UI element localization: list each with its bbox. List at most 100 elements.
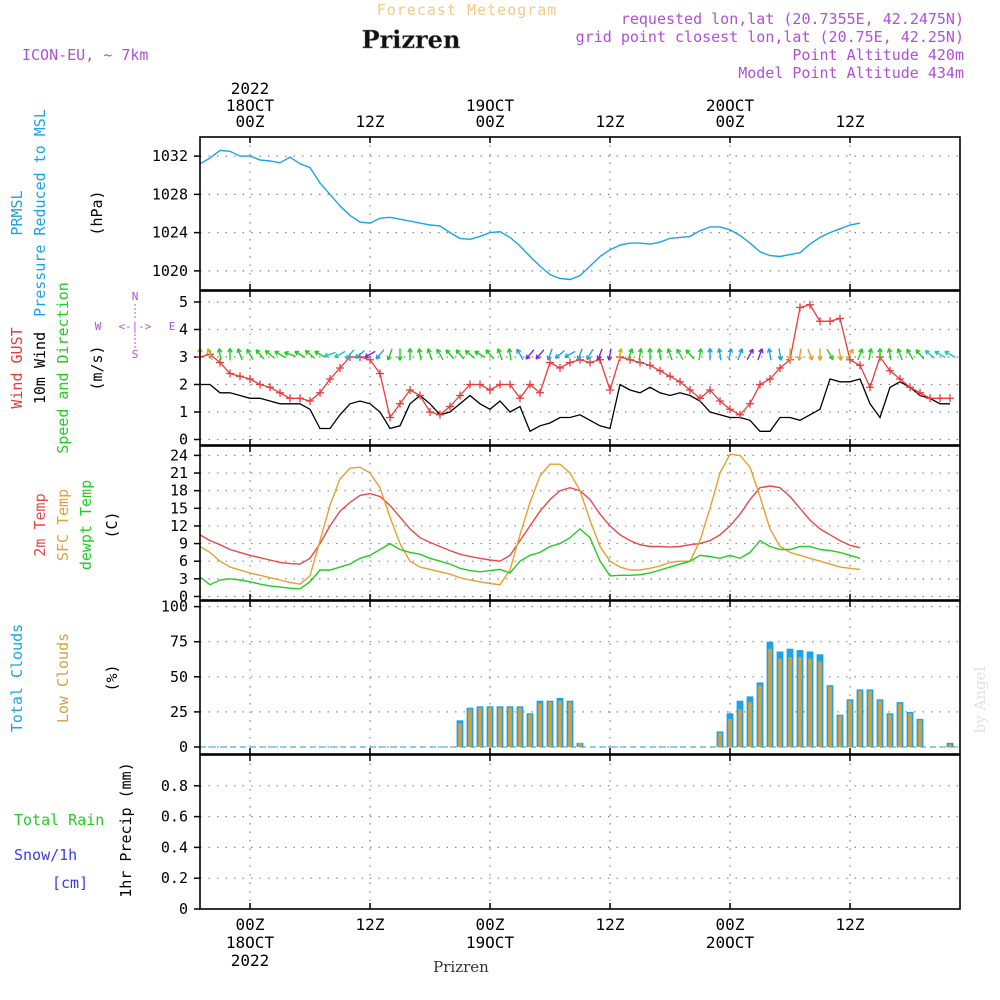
wind-direction-arrow [474,350,486,359]
wind-direction-arrow [627,348,634,361]
pressure-line [199,149,861,281]
gust-marker [586,358,594,367]
bottom-year-label: 2022 [231,951,270,970]
gust-marker [696,394,704,403]
low-clouds-bar [718,732,722,747]
gust-marker [936,394,944,403]
gust-marker [816,317,824,326]
gust-marker [896,375,904,383]
wind-direction-arrow [416,348,423,361]
wind-direction-arrow [817,348,823,361]
low-clouds-bar [838,716,842,747]
wind-direction-arrow [807,348,814,361]
wind-direction-arrow [485,349,495,360]
compass-south-label: S [132,348,139,361]
wind-direction-arrow [246,348,254,360]
gust-marker [716,397,724,405]
y-tick-label: 1 [179,403,188,421]
y-tick-label: 15 [170,499,188,517]
gust-marker [466,380,474,389]
watermark: by Angel [971,666,989,733]
gust-marker [756,380,764,389]
wind-direction-arrow [727,348,734,361]
wind-direction-arrow [255,349,265,360]
y-tick-label: 0.4 [161,838,188,856]
low-clouds-bar [558,700,562,747]
wind-direction-arrow [915,349,925,360]
gust-marker [226,369,234,378]
gust-marker [436,410,444,419]
y-tick-label: 3 [179,348,188,366]
low-clouds-bar [888,714,892,747]
gust-marker [926,394,934,403]
wind-direction-arrow [294,350,306,359]
panel-1: 1020 1024 1028 1032 [152,136,961,291]
gust-marker [216,358,224,367]
y-tick-label: 1032 [152,147,188,165]
wind-direction-arrow [867,348,874,361]
wind-direction-arrow [323,351,336,358]
gust-marker [746,399,754,408]
gust-marker [686,386,694,394]
bottom-day-label: 19OCT [466,933,515,952]
low-clouds-bar [758,685,762,747]
precip-unit-label: 1hr Precip (mm) [117,762,135,897]
wind-direction-arrow [697,348,704,361]
low-clouds-bar [748,702,752,747]
bottom-day-label: 20OCT [706,933,755,952]
y-tick-label: 75 [170,633,188,651]
top-day-label: 20OCT [706,96,755,115]
gust-marker [386,413,394,422]
low-clouds-bar [778,658,782,747]
compass-east-label: E [169,320,176,333]
wind-direction-arrow [227,348,233,361]
gust-marker [546,358,554,367]
bottom-hour-label: 00Z [716,915,745,934]
y-tick-label: 1024 [152,224,188,242]
low-clouds-bar [488,707,492,747]
wind-direction-arrow [314,350,326,359]
gust-marker [446,402,454,411]
bottom-hour-label: 12Z [596,915,625,934]
requested-coords: requested lon,lat (20.7355E, 42.2475N) [621,10,964,28]
top-hour-label: 12Z [356,112,385,131]
panel-frame [199,754,961,910]
gust-marker [506,380,514,389]
gust-marker [266,383,274,392]
wind-direction-arrow [716,348,723,361]
wind-direction-arrow [455,349,465,360]
panel-frame [199,600,961,755]
chart-title: Forecast Meteogram [377,1,558,19]
wind-direction-arrow [576,348,583,361]
low-clouds-bar [908,713,912,747]
low-clouds-bar [518,707,522,747]
low-clouds-bar [898,703,902,747]
gust-marker [306,397,314,405]
top-hour-label: 00Z [476,112,505,131]
low-clouds-bar [538,703,542,747]
low-clouds-bar [818,661,822,747]
compass-arrow: <-|-> [118,320,151,333]
wind-direction-arrow [386,348,393,361]
y-tick-label: 2 [179,376,188,394]
wind-direction-arrow [787,348,793,361]
gust-marker [236,372,244,381]
wind-direction-arrow [886,348,893,361]
low-clouds-bar [918,720,922,747]
y-tick-label: 0.8 [161,777,188,795]
wind-direction-arrow [436,348,444,360]
low-clouds-bar [468,709,472,747]
gust-marker [796,303,804,312]
wind-direction-arrow [746,348,754,360]
wind-direction-arrow [546,348,553,361]
pressure-label: PRMSL [8,190,26,235]
gust-marker [326,375,334,383]
gust-marker [866,383,874,392]
wind-direction-arrow [586,348,594,361]
dewpoint-label: dewpt Temp [77,480,95,570]
gust-marker [906,383,914,392]
wind-direction-arrow [535,349,545,360]
top-hour-label: 12Z [596,112,625,131]
